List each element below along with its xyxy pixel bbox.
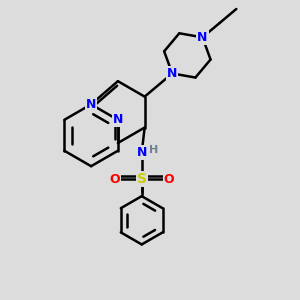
Text: H: H bbox=[149, 145, 159, 154]
Text: N: N bbox=[86, 98, 96, 111]
Text: N: N bbox=[136, 146, 147, 159]
Text: O: O bbox=[109, 172, 120, 186]
Text: N: N bbox=[113, 113, 123, 126]
Text: S: S bbox=[137, 172, 147, 186]
Text: O: O bbox=[164, 172, 174, 186]
Text: N: N bbox=[167, 67, 177, 80]
Text: N: N bbox=[197, 31, 208, 44]
